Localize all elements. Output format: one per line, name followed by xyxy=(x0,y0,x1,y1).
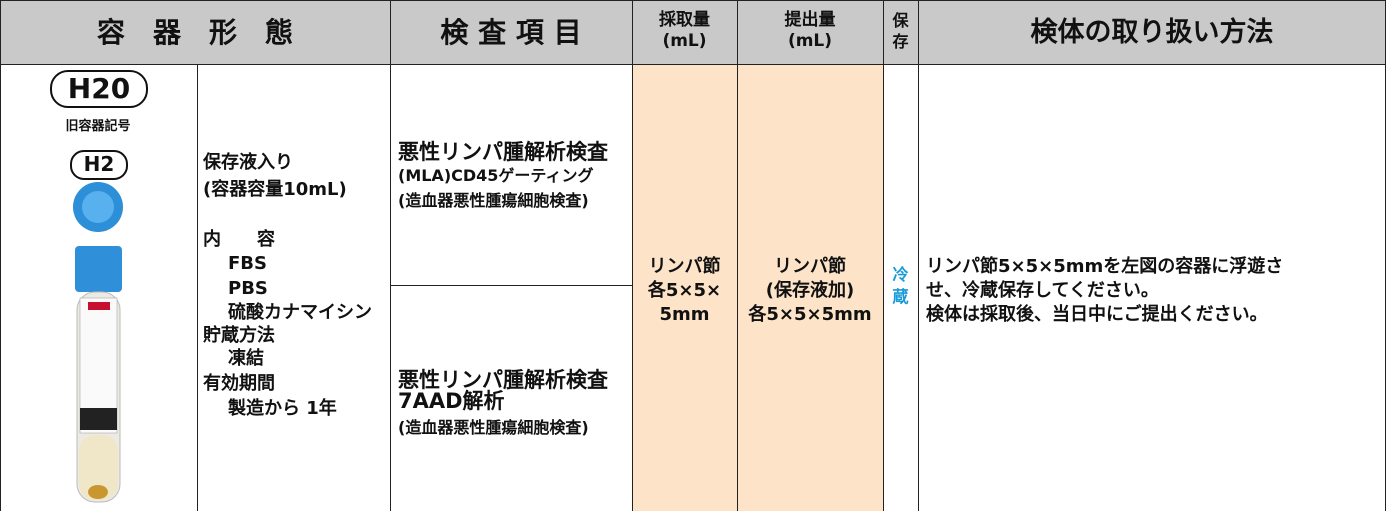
header-line: 提出量 xyxy=(784,10,836,30)
cell-line: 検体は採取後、当日中にご提出ください。 xyxy=(926,304,1268,325)
cell-line: (保存液加) xyxy=(765,280,855,301)
border xyxy=(390,285,632,286)
old-code: H2 xyxy=(83,152,115,176)
code-box xyxy=(50,70,148,108)
cell-bg xyxy=(633,65,737,511)
old-code-label: 旧容器記号 xyxy=(65,119,131,134)
container-code: H20 xyxy=(67,72,131,105)
description-line: PBS xyxy=(228,278,268,299)
header-cell: 保存 xyxy=(883,10,918,52)
cell-bg xyxy=(738,65,883,511)
cell-line: 冷 xyxy=(892,265,909,284)
description-line: 貯蔵方法 xyxy=(203,325,275,346)
header-cell: 提出量 (mL) xyxy=(737,10,883,52)
cap xyxy=(75,246,122,292)
header-cell: 検体の取り扱い方法 xyxy=(1030,17,1274,48)
description-line: 製造から 1年 xyxy=(228,398,337,419)
description-line: 保存液入り xyxy=(203,152,293,173)
border xyxy=(0,0,1,511)
cell-line: 蔵 xyxy=(892,287,909,306)
tube-image xyxy=(73,182,123,503)
cell-line: リンパ節 xyxy=(648,256,721,277)
storage: 冷蔵 xyxy=(883,264,918,308)
description-line: 凍結 xyxy=(228,348,264,369)
border xyxy=(0,0,1386,1)
cell-line: せ、冷蔵保存してください。 xyxy=(926,280,1159,301)
cell-line: 5mm xyxy=(659,304,710,325)
test-detail: (MLA)CD45ゲーティング xyxy=(398,166,594,185)
test-detail: (造血器悪性腫瘍細胞検査) xyxy=(398,191,589,210)
header-line: (mL) xyxy=(662,31,707,51)
description-line: 内 容 xyxy=(203,229,275,250)
header-line: 保 xyxy=(892,11,909,30)
header-cell: 検 査 項 目 xyxy=(440,16,582,49)
header-line: 存 xyxy=(892,32,909,51)
cell-line: 各5×5× xyxy=(647,280,722,301)
border xyxy=(0,64,1386,65)
border xyxy=(737,0,738,511)
cell-line: 各5×5×5mm xyxy=(748,304,872,325)
cell-line: リンパ節5×5×5mmを左図の容器に浮遊さ xyxy=(926,256,1284,277)
header-line: (mL) xyxy=(787,31,833,51)
header-row xyxy=(0,0,1386,64)
header-cell: 容 器 形 態 xyxy=(96,16,293,49)
description-line: FBS xyxy=(228,253,267,274)
cell-line: リンパ節 xyxy=(774,256,846,277)
description-line: 有効期間 xyxy=(203,373,275,394)
cap-top xyxy=(82,191,114,223)
test-name: 悪性リンパ腫解析検査 xyxy=(398,368,608,392)
test-detail: (造血器悪性腫瘍細胞検査) xyxy=(398,418,589,437)
header-line: 採取量 xyxy=(659,10,710,30)
tube-sediment xyxy=(88,485,108,499)
description-line: (容器容量10mL) xyxy=(203,179,347,200)
border xyxy=(197,64,198,511)
tube-fluid xyxy=(79,435,118,500)
header-cell: 採取量 (mL) xyxy=(632,10,737,52)
handling: リンパ節5×5×5mmを左図の容器に浮遊さ せ、冷蔵保存してください。検体は採取後… xyxy=(926,255,1283,327)
test-name: 悪性リンパ腫解析検査 xyxy=(398,140,608,164)
collection-volume: リンパ節各5×5× 5mm xyxy=(632,255,737,327)
submission-volume: リンパ節 (保存液加) 各5×5×5mm xyxy=(737,255,883,327)
code-box xyxy=(70,150,128,180)
border xyxy=(390,0,391,511)
description-line: 硫酸カナマイシン xyxy=(228,302,372,323)
test-detail: 7AAD解析 xyxy=(398,389,505,413)
tube-label xyxy=(80,408,117,430)
border xyxy=(918,0,919,511)
tube-label xyxy=(88,302,110,310)
border xyxy=(883,0,884,511)
border xyxy=(632,0,633,511)
